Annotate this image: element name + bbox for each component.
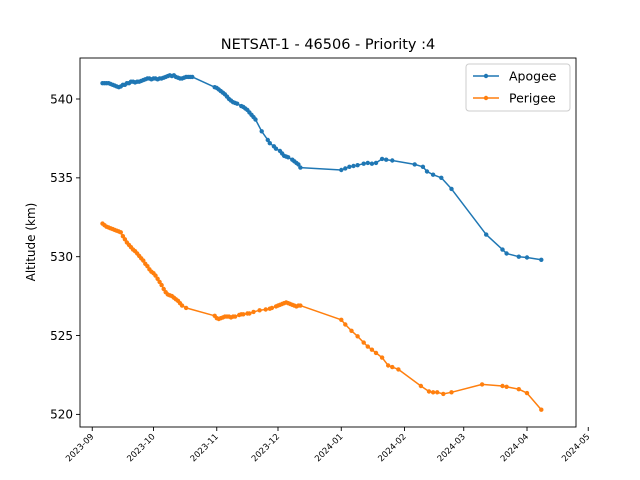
chart-title: NETSAT-1 - 46506 - Priority :4 xyxy=(221,37,435,53)
y-tick-label: 520 xyxy=(50,408,73,422)
apogee-point xyxy=(420,164,426,169)
perigee-point xyxy=(251,309,256,315)
apogee-point xyxy=(384,157,389,162)
perigee-point xyxy=(449,390,454,395)
apogee-point xyxy=(484,232,489,237)
perigee-point xyxy=(183,305,189,311)
perigee-point xyxy=(379,355,385,360)
series-apogee xyxy=(100,73,544,262)
series-layer xyxy=(100,73,544,412)
perigee-point xyxy=(539,407,544,412)
apogee-point xyxy=(524,255,530,260)
plot-frame xyxy=(79,57,577,428)
apogee-point xyxy=(390,158,395,163)
apogee-point xyxy=(424,169,430,174)
apogee-point xyxy=(265,137,270,143)
series-perigee xyxy=(100,221,544,412)
legend-apogee-marker xyxy=(483,73,489,79)
apogee-point xyxy=(339,167,344,173)
perigee-point xyxy=(504,384,509,389)
y-tick-label: 525 xyxy=(50,329,73,343)
apogee-point xyxy=(253,117,258,122)
perigee-point xyxy=(373,350,379,356)
apogee-point xyxy=(286,155,291,160)
legend: Apogee Perigee xyxy=(465,63,571,112)
perigee-point xyxy=(153,273,158,278)
perigee-point xyxy=(479,382,485,387)
apogee-point xyxy=(343,166,348,171)
perigee-point xyxy=(122,237,128,242)
perigee-point xyxy=(118,230,124,235)
apogee-point xyxy=(235,101,240,106)
apogee-point xyxy=(516,254,521,259)
perigee-point xyxy=(298,303,303,308)
legend-perigee-label: Perigee xyxy=(509,91,556,106)
apogee-point xyxy=(504,251,509,256)
perigee-point xyxy=(361,340,366,345)
apogee-point xyxy=(259,129,264,134)
perigee-point xyxy=(390,364,395,370)
apogee-point xyxy=(539,257,544,262)
apogee-point xyxy=(439,175,444,180)
perigee-point xyxy=(257,308,262,313)
apogee-point xyxy=(379,156,385,162)
perigee-point xyxy=(232,314,238,319)
perigee-point xyxy=(396,367,401,372)
perigee-point xyxy=(516,387,521,392)
perigee-point xyxy=(418,383,424,389)
y-axis-label: Altitude (km) xyxy=(24,203,38,282)
perigee-point xyxy=(141,258,146,263)
apogee-point xyxy=(267,141,272,146)
perigee-point xyxy=(263,307,268,312)
perigee-point xyxy=(159,282,164,288)
apogee-point xyxy=(347,164,352,169)
apogee-point xyxy=(412,162,417,167)
y-tick-label: 540 xyxy=(50,92,73,106)
apogee-point xyxy=(298,165,303,170)
y-axis: 520 525 530 535 540 xyxy=(50,92,80,422)
perigee-point xyxy=(179,303,185,308)
perigee-point xyxy=(500,383,505,389)
legend-apogee-label: Apogee xyxy=(509,69,557,84)
perigee-point xyxy=(339,317,344,322)
perigee-point xyxy=(349,328,354,333)
y-tick-label: 535 xyxy=(50,171,73,185)
perigee-point xyxy=(369,347,375,352)
apogee-point xyxy=(296,162,301,167)
perigee-point xyxy=(365,344,370,349)
apogee-point xyxy=(273,146,279,151)
perigee-point xyxy=(435,390,440,395)
legend-perigee-marker xyxy=(483,95,489,101)
perigee-point xyxy=(157,279,162,285)
perigee-point xyxy=(386,363,391,368)
perigee-point xyxy=(161,286,166,292)
perigee-point xyxy=(441,391,446,397)
apogee-point xyxy=(449,186,454,192)
apogee-point xyxy=(365,160,370,166)
perigee-point xyxy=(343,322,348,327)
perigee-point xyxy=(426,389,432,394)
apogee-point xyxy=(355,163,360,168)
apogee-point xyxy=(373,160,379,166)
apogee-point xyxy=(190,74,195,80)
perigee-point xyxy=(247,311,252,316)
perigee-point xyxy=(241,312,246,317)
plot-area xyxy=(79,57,577,428)
perigee-point xyxy=(430,390,436,395)
apogee-point xyxy=(361,161,366,166)
apogee-point xyxy=(500,247,505,252)
y-tick-label: 530 xyxy=(50,250,73,264)
perigee-point xyxy=(355,334,360,339)
perigee-point xyxy=(269,305,275,311)
perigee-point xyxy=(524,390,530,396)
apogee-point xyxy=(369,161,375,166)
apogee-point xyxy=(430,172,436,177)
apogee-point xyxy=(351,163,356,169)
